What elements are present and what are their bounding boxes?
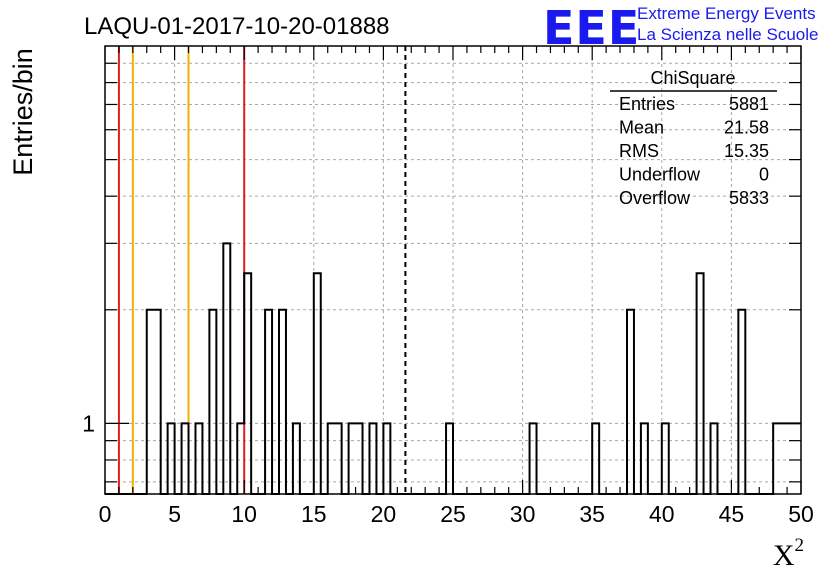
histogram-bin xyxy=(773,423,780,494)
histogram-bin xyxy=(168,423,175,494)
histogram-bin xyxy=(182,423,189,494)
logo-line-2: La Scienza nelle Scuole xyxy=(637,25,818,44)
stats-title: ChiSquare xyxy=(650,68,735,88)
stats-row-label: Overflow xyxy=(619,188,691,208)
histogram-bin xyxy=(223,243,230,494)
logo: EEE Extreme Energy Events La Scienza nel… xyxy=(543,1,818,55)
histogram-bin xyxy=(711,423,718,494)
x-tick-label: 40 xyxy=(649,501,675,527)
histogram-bin xyxy=(335,423,342,494)
histogram-bin xyxy=(244,273,251,494)
x-axis-label-base: X xyxy=(773,539,795,572)
x-axis-label: X2 xyxy=(773,535,804,572)
stats-row-label: Entries xyxy=(619,94,675,114)
stats-rows: Entries 5881 Mean 21.58 RMS 15.35 Underflow 0 Ov… xyxy=(619,94,769,208)
x-tick-label: 20 xyxy=(371,501,397,527)
axis-ticks xyxy=(104,46,802,494)
logo-line-1: Extreme Energy Events xyxy=(637,4,816,23)
histogram-bin xyxy=(328,423,335,494)
histogram-bin xyxy=(293,423,300,494)
stats-row-value: 5833 xyxy=(729,188,769,208)
marker-lines xyxy=(117,46,407,494)
x-tick-label: 5 xyxy=(168,501,181,527)
histogram-bin xyxy=(147,310,154,494)
histogram-bin xyxy=(349,423,356,494)
y-tick-label: 1 xyxy=(82,410,95,436)
histogram-bin xyxy=(314,273,321,494)
stats-row-label: Mean xyxy=(619,118,664,138)
histogram-bin xyxy=(356,423,363,494)
histogram-bin xyxy=(592,423,599,494)
histogram-bin xyxy=(697,273,704,494)
chart-title: LAQU-01-2017-10-20-01888 xyxy=(84,13,390,40)
histogram-bin xyxy=(780,423,787,494)
histogram-bin xyxy=(383,423,390,494)
x-tick-label: 45 xyxy=(719,501,745,527)
stats-row-label: RMS xyxy=(619,141,659,161)
histogram-bin xyxy=(265,310,272,494)
histogram-bin xyxy=(279,310,286,494)
histogram-bin xyxy=(738,310,745,494)
histogram-bin xyxy=(662,423,669,494)
x-tick-label: 50 xyxy=(788,501,814,527)
histogram-bin xyxy=(209,310,216,494)
histogram-bin xyxy=(237,423,244,494)
stats-box: ChiSquare Entries 5881 Mean 21.58 RMS 15.35 Un… xyxy=(610,68,777,208)
histogram-bin xyxy=(154,310,161,494)
x-axis-label-superscript: 2 xyxy=(795,535,805,556)
histogram-bin xyxy=(641,423,648,494)
histogram-bin xyxy=(627,310,634,494)
stats-row-value: 21.58 xyxy=(724,118,769,138)
y-axis-label: Entries/bin xyxy=(8,48,38,176)
x-tick-label: 10 xyxy=(231,501,257,527)
histogram-bin xyxy=(530,423,537,494)
x-tick-label: 35 xyxy=(579,501,605,527)
x-tick-label: 0 xyxy=(99,501,112,527)
x-tick-label: 30 xyxy=(510,501,536,527)
histogram-bin xyxy=(794,423,801,494)
tick-labels: 0 5 10 15 20 25 30 35 40 45 50 1 xyxy=(82,410,814,527)
stats-row-value: 0 xyxy=(759,165,769,185)
histogram-bin xyxy=(195,423,202,494)
x-tick-label: 15 xyxy=(301,501,327,527)
stats-row-label: Underflow xyxy=(619,165,701,185)
stats-row-value: 15.35 xyxy=(724,141,769,161)
x-tick-label: 25 xyxy=(440,501,466,527)
histogram-bin xyxy=(369,423,376,494)
histogram-bin xyxy=(787,423,794,494)
histogram-bin xyxy=(446,423,453,494)
stats-row-value: 5881 xyxy=(729,94,769,114)
